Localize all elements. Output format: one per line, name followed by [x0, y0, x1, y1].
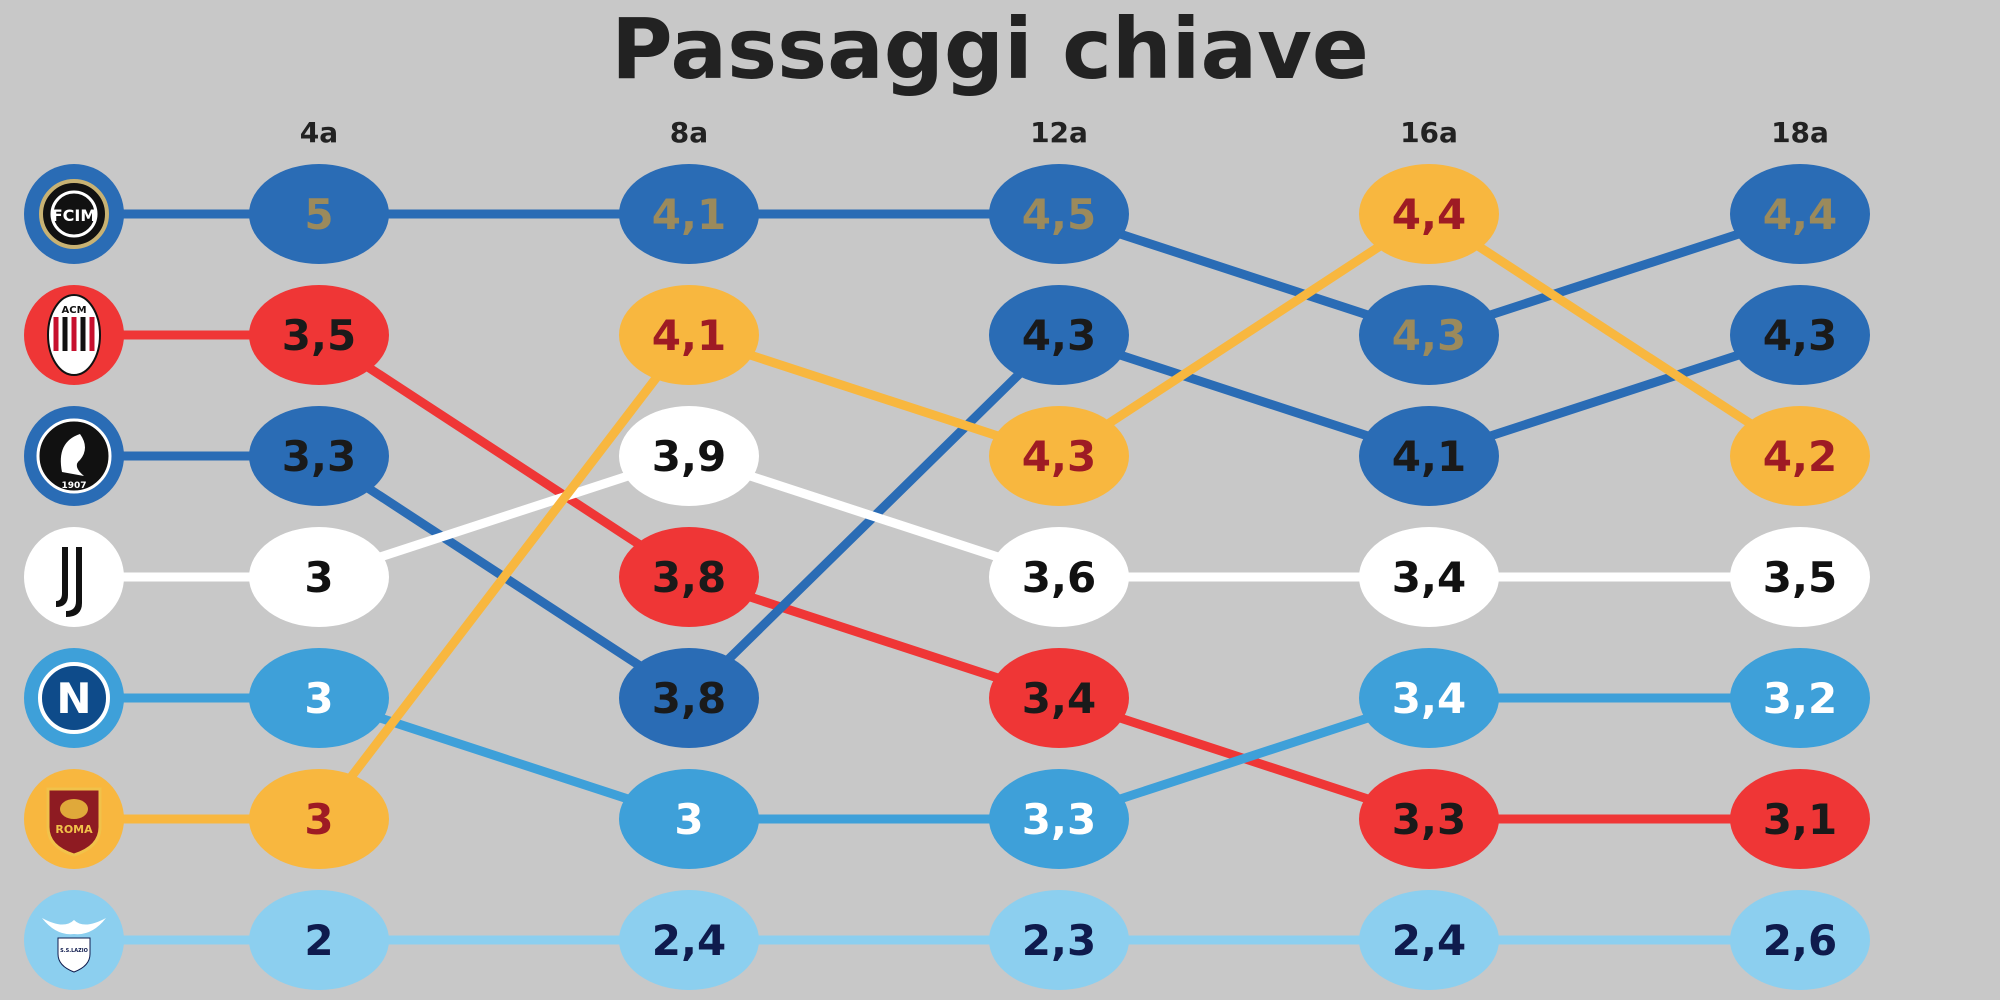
value-label-atalanta-18a: 4,3: [1763, 311, 1837, 360]
value-label-inter-12a: 4,5: [1022, 190, 1096, 239]
value-label-inter-18a: 4,4: [1763, 190, 1837, 239]
value-label-lazio-4a: 2: [304, 916, 333, 965]
marker-roma-16a: [1359, 164, 1499, 264]
marker-inter-12a: [989, 164, 1129, 264]
value-label-atalanta-8a: 3,8: [652, 674, 726, 723]
value-label-napoli-8a: 3: [674, 795, 703, 844]
value-label-inter-4a: 5: [304, 190, 333, 239]
napoli-logo: N: [24, 648, 124, 748]
marker-atalanta-18a: [1730, 285, 1870, 385]
roma-logo: ROMA: [24, 769, 124, 869]
value-label-roma-8a: 4,1: [652, 311, 726, 360]
marker-lazio-18a: [1730, 890, 1870, 990]
value-label-juventus-4a: 3: [304, 553, 333, 602]
value-label-roma-16a: 4,4: [1392, 190, 1466, 239]
marker-atalanta-16a: [1359, 406, 1499, 506]
svg-text:ACM: ACM: [61, 305, 86, 316]
marker-milan-16a: [1359, 769, 1499, 869]
marker-atalanta-4a: [249, 406, 389, 506]
marker-lazio-4a: [249, 890, 389, 990]
marker-napoli-16a: [1359, 648, 1499, 748]
column-label-4a: 4a: [300, 116, 338, 149]
inter-logo: FCIM: [24, 164, 124, 264]
marker-roma-4a: [249, 769, 389, 869]
value-label-roma-4a: 3: [304, 795, 333, 844]
value-label-juventus-18a: 3,5: [1763, 553, 1837, 602]
value-label-atalanta-16a: 4,1: [1392, 432, 1466, 481]
value-label-juventus-8a: 3,9: [652, 432, 726, 481]
marker-atalanta-8a: [619, 648, 759, 748]
value-label-juventus-12a: 3,6: [1022, 553, 1096, 602]
column-label-8a: 8a: [670, 116, 708, 149]
milan-logo: ACM: [24, 285, 124, 385]
marker-inter-16a: [1359, 285, 1499, 385]
value-label-lazio-8a: 2,4: [652, 916, 726, 965]
juventus-logo: [24, 527, 124, 627]
team-logos: FCIM ACM 1907 N ROMA S.S.LAZIO: [24, 164, 124, 990]
value-label-inter-16a: 4,3: [1392, 311, 1466, 360]
marker-napoli-8a: [619, 769, 759, 869]
marker-inter-8a: [619, 164, 759, 264]
column-label-16a: 16a: [1400, 116, 1458, 149]
value-label-milan-4a: 3,5: [282, 311, 356, 360]
marker-juventus-4a: [249, 527, 389, 627]
marker-juventus-18a: [1730, 527, 1870, 627]
value-label-atalanta-4a: 3,3: [282, 432, 356, 481]
marker-roma-12a: [989, 406, 1129, 506]
value-label-lazio-16a: 2,4: [1392, 916, 1466, 965]
svg-text:1907: 1907: [61, 481, 86, 491]
value-label-napoli-12a: 3,3: [1022, 795, 1096, 844]
value-label-juventus-16a: 3,4: [1392, 553, 1466, 602]
svg-text:S.S.LAZIO: S.S.LAZIO: [60, 948, 88, 954]
marker-juventus-8a: [619, 406, 759, 506]
chart-title: Passaggi chiave: [611, 0, 1369, 98]
value-label-napoli-4a: 3: [304, 674, 333, 723]
marker-napoli-12a: [989, 769, 1129, 869]
series-line-atalanta: [74, 330, 1802, 703]
marker-lazio-8a: [619, 890, 759, 990]
atalanta-logo: 1907: [24, 406, 124, 506]
value-label-napoli-16a: 3,4: [1392, 674, 1466, 723]
marker-napoli-18a: [1730, 648, 1870, 748]
value-label-milan-18a: 3,1: [1763, 795, 1837, 844]
marker-napoli-4a: [249, 648, 389, 748]
marker-milan-8a: [619, 527, 759, 627]
column-labels: 4a 8a 12a 16a 18a: [300, 116, 1829, 149]
column-label-12a: 12a: [1030, 116, 1088, 149]
marker-milan-4a: [249, 285, 389, 385]
value-label-atalanta-12a: 4,3: [1022, 311, 1096, 360]
value-label-inter-8a: 4,1: [652, 190, 726, 239]
marker-lazio-16a: [1359, 890, 1499, 990]
lazio-logo: S.S.LAZIO: [24, 890, 124, 990]
marker-juventus-12a: [989, 527, 1129, 627]
value-label-roma-12a: 4,3: [1022, 432, 1096, 481]
value-markers: 5 4,1 4,5 4,3 4,4 3,5 3,8 3,4 3,3 3,1 3,3 3,8 4,3 4,1…: [249, 164, 1870, 990]
marker-lazio-12a: [989, 890, 1129, 990]
marker-milan-18a: [1730, 769, 1870, 869]
value-label-napoli-18a: 3,2: [1763, 674, 1837, 723]
marker-juventus-16a: [1359, 527, 1499, 627]
marker-inter-18a: [1730, 164, 1870, 264]
value-label-milan-12a: 3,4: [1022, 674, 1096, 723]
marker-atalanta-12a: [989, 285, 1129, 385]
svg-text:ROMA: ROMA: [55, 823, 93, 836]
value-label-lazio-12a: 2,3: [1022, 916, 1096, 965]
value-label-roma-18a: 4,2: [1763, 432, 1837, 481]
column-label-18a: 18a: [1771, 116, 1829, 149]
marker-milan-12a: [989, 648, 1129, 748]
svg-text:N: N: [56, 674, 91, 723]
value-label-lazio-18a: 2,6: [1763, 916, 1837, 965]
marker-inter-4a: [249, 164, 389, 264]
value-label-milan-8a: 3,8: [652, 553, 726, 602]
value-label-milan-16a: 3,3: [1392, 795, 1466, 844]
marker-roma-8a: [619, 285, 759, 385]
marker-roma-18a: [1730, 406, 1870, 506]
svg-text:FCIM: FCIM: [52, 206, 97, 225]
